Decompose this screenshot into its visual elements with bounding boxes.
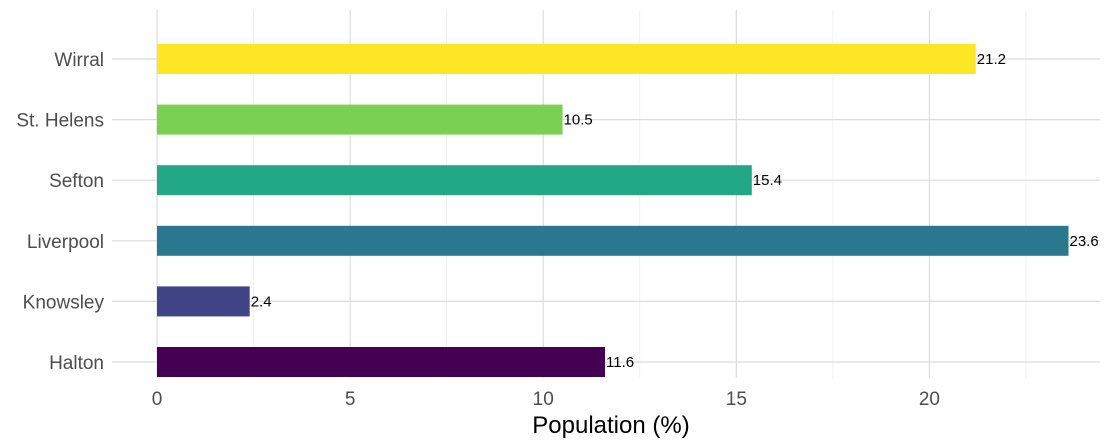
bar-value-label: 15.4 — [753, 172, 782, 189]
category-label: Knowsley — [23, 292, 105, 313]
bar-data-labels: 11.6 2.4 23.6 15.4 10.5 21.2 — [251, 51, 1099, 371]
bar-value-label: 11.6 — [606, 354, 634, 371]
bar-halton — [157, 347, 606, 377]
bar-liverpool — [157, 225, 1069, 256]
bar-wirral — [157, 44, 976, 74]
bars — [157, 44, 1069, 377]
x-tick-label: 15 — [726, 389, 747, 410]
x-axis-title: Population (%) — [532, 412, 689, 439]
x-axis-tick-labels: 0 5 10 15 20 — [152, 389, 940, 410]
x-tick-label: 5 — [345, 389, 356, 410]
bar-value-label: 23.6 — [1069, 233, 1098, 250]
category-axis-labels: Halton Knowsley Liverpool Sefton St. Helens W… — [16, 50, 104, 374]
bar-value-label: 10.5 — [564, 112, 593, 129]
category-label: St. Helens — [16, 111, 104, 132]
bar-sefton — [157, 165, 752, 196]
category-label: Liverpool — [27, 232, 104, 253]
x-tick-label: 20 — [919, 389, 940, 410]
x-tick-label: 10 — [533, 389, 554, 410]
bar-st-helens — [157, 104, 563, 135]
category-label: Wirral — [54, 50, 104, 71]
bar-knowsley — [157, 286, 250, 317]
bar-value-label: 21.2 — [977, 51, 1006, 68]
category-label: Sefton — [49, 171, 104, 192]
category-label: Halton — [49, 353, 104, 374]
x-tick-label: 0 — [152, 389, 163, 410]
bar-value-label: 2.4 — [251, 293, 272, 310]
